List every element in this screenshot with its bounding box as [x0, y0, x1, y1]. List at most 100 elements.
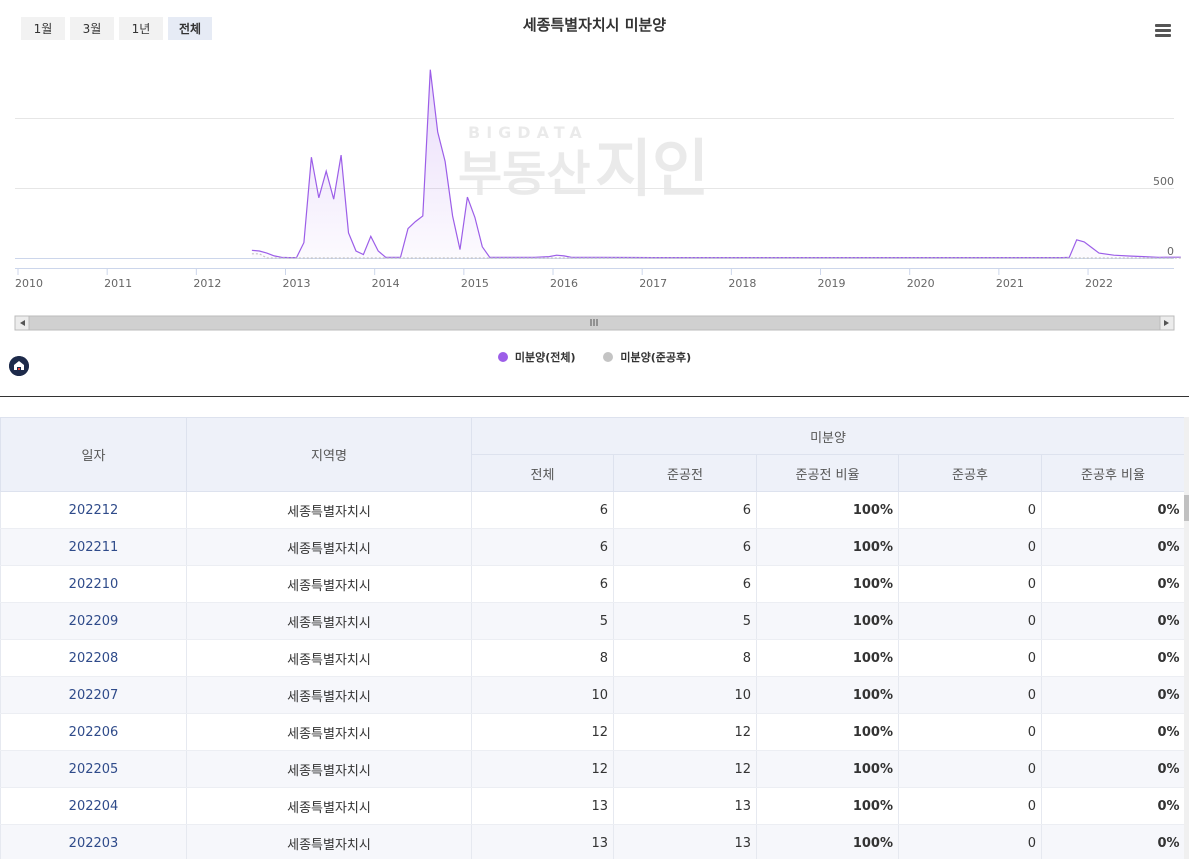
table-row[interactable]: 202210 세종특별자치시 6 6 100% 0 0% — [0, 565, 1185, 603]
cell-date[interactable]: 202212 — [0, 491, 187, 529]
legend-dot-after-completion — [603, 352, 614, 362]
watermark-small-text: BIGDATA — [468, 123, 588, 142]
cell-date[interactable]: 202204 — [0, 787, 187, 825]
cell-after: 0 — [898, 824, 1042, 859]
cell-after: 0 — [898, 602, 1042, 640]
legend-label-total: 미분양(전체) — [514, 351, 576, 364]
range-3month-button[interactable]: 3월 — [70, 17, 114, 40]
cell-after-ratio: 0% — [1040, 565, 1185, 603]
header-date[interactable]: 일자 — [0, 417, 187, 492]
table-row[interactable]: 202211 세종특별자치시 6 6 100% 0 0% — [0, 528, 1185, 566]
cell-region: 세종특별자치시 — [186, 824, 472, 859]
cell-after-ratio: 0% — [1040, 676, 1185, 714]
cell-after-ratio: 0% — [1040, 713, 1185, 751]
cell-date[interactable]: 202207 — [0, 676, 187, 714]
cell-date[interactable]: 202203 — [0, 824, 187, 859]
x-tick-label: 2018 — [728, 277, 756, 290]
navigator-scrollbar[interactable] — [14, 315, 1175, 331]
header-before-ratio[interactable]: 준공전 비율 — [756, 454, 899, 492]
cell-before: 8 — [613, 639, 757, 677]
range-1year-button[interactable]: 1년 — [119, 17, 163, 40]
arrow-right-icon — [1164, 320, 1169, 326]
x-tick-label: 2016 — [550, 277, 578, 290]
cell-total: 8 — [471, 639, 614, 677]
chart-legend: 미분양(전체) 미분양(준공후) — [0, 349, 1189, 365]
x-tick-label: 2015 — [461, 277, 489, 290]
cell-before-ratio: 100% — [756, 528, 899, 566]
table-row[interactable]: 202204 세종특별자치시 13 13 100% 0 0% — [0, 787, 1185, 825]
cell-total: 6 — [471, 491, 614, 529]
cell-date[interactable]: 202209 — [0, 602, 187, 640]
cell-total: 13 — [471, 787, 614, 825]
range-1month-button[interactable]: 1월 — [21, 17, 65, 40]
brand-logo-icon[interactable] — [9, 356, 29, 376]
header-group-unsold: 미분양 — [470, 417, 1186, 455]
cell-date[interactable]: 202205 — [0, 750, 187, 788]
table-row[interactable]: 202212 세종특별자치시 6 6 100% 0 0% — [0, 491, 1185, 529]
x-tick-label: 2019 — [818, 277, 846, 290]
x-tick-label: 2022 — [1085, 277, 1113, 290]
header-before-completion[interactable]: 준공전 — [613, 454, 757, 492]
cell-after-ratio: 0% — [1040, 528, 1185, 566]
header-after-completion[interactable]: 준공후 — [898, 454, 1042, 492]
table-scrollbar-thumb[interactable] — [1184, 495, 1189, 521]
table-row[interactable]: 202206 세종특별자치시 12 12 100% 0 0% — [0, 713, 1185, 751]
cell-total: 6 — [471, 565, 614, 603]
scroll-grip-icon — [590, 319, 598, 326]
cell-before-ratio: 100% — [756, 676, 899, 714]
table-row[interactable]: 202203 세종특별자치시 13 13 100% 0 0% — [0, 824, 1185, 859]
chart-title: 세종특별자치시 미분양 — [522, 16, 667, 34]
cell-after-ratio: 0% — [1040, 602, 1185, 640]
cell-region: 세종특별자치시 — [186, 750, 472, 788]
cell-before: 6 — [613, 491, 757, 529]
cell-region: 세종특별자치시 — [186, 565, 472, 603]
x-tick-label: 2013 — [283, 277, 311, 290]
header-after-ratio[interactable]: 준공후 비율 — [1040, 454, 1186, 492]
x-axis-ticks: 2010 2011 2012 2013 2014 2015 2016 2017 2018 2019… — [15, 268, 1174, 290]
header-total[interactable]: 전체 — [471, 454, 614, 492]
legend-dot-total — [497, 352, 508, 362]
table-row[interactable]: 202209 세종특별자치시 5 5 100% 0 0% — [0, 602, 1185, 640]
cell-before-ratio: 100% — [756, 824, 899, 859]
cell-total: 10 — [471, 676, 614, 714]
cell-before-ratio: 100% — [756, 639, 899, 677]
header-region[interactable]: 지역명 — [186, 417, 472, 492]
x-tick-label: 2010 — [15, 277, 43, 290]
legend-item-after-completion[interactable]: 미분양(준공후) — [603, 349, 691, 365]
chart-panel: 1월 3월 1년 전체 세종특별자치시 미분양 BIGDATA 부동산 지인 0… — [0, 0, 1189, 396]
x-tick-label: 2011 — [104, 277, 132, 290]
watermark: BIGDATA 부동산 지인 — [458, 123, 709, 205]
cell-date[interactable]: 202211 — [0, 528, 187, 566]
cell-before: 12 — [613, 713, 757, 751]
cell-after: 0 — [898, 491, 1042, 529]
watermark-brand-text: 지인 — [595, 132, 709, 205]
cell-date[interactable]: 202206 — [0, 713, 187, 751]
cell-after: 0 — [898, 787, 1042, 825]
table-scrollbar[interactable] — [1184, 417, 1189, 859]
x-tick-label: 2020 — [907, 277, 935, 290]
cell-after: 0 — [898, 639, 1042, 677]
section-divider — [0, 396, 1189, 397]
range-all-button[interactable]: 전체 — [168, 17, 212, 40]
cell-date[interactable]: 202210 — [0, 565, 187, 603]
x-tick-label: 2017 — [639, 277, 667, 290]
legend-item-total[interactable]: 미분양(전체) — [497, 349, 576, 365]
table-row[interactable]: 202207 세종특별자치시 10 10 100% 0 0% — [0, 676, 1185, 714]
cell-total: 5 — [471, 602, 614, 640]
cell-after-ratio: 0% — [1040, 750, 1185, 788]
cell-before: 6 — [613, 565, 757, 603]
cell-date[interactable]: 202208 — [0, 639, 187, 677]
y-axis-ticks: 0 500 — [1153, 175, 1174, 258]
hamburger-menu-icon[interactable] — [1155, 24, 1171, 37]
arrow-left-icon — [20, 320, 25, 326]
watermark-main-text: 부동산 — [458, 146, 590, 202]
cell-total: 12 — [471, 750, 614, 788]
series-group — [251, 69, 1181, 259]
table-row[interactable]: 202205 세종특별자치시 12 12 100% 0 0% — [0, 750, 1185, 788]
cell-after: 0 — [898, 565, 1042, 603]
cell-before-ratio: 100% — [756, 491, 899, 529]
cell-before: 12 — [613, 750, 757, 788]
table-row[interactable]: 202208 세종특별자치시 8 8 100% 0 0% — [0, 639, 1185, 677]
cell-after: 0 — [898, 528, 1042, 566]
x-tick-label: 2014 — [372, 277, 400, 290]
